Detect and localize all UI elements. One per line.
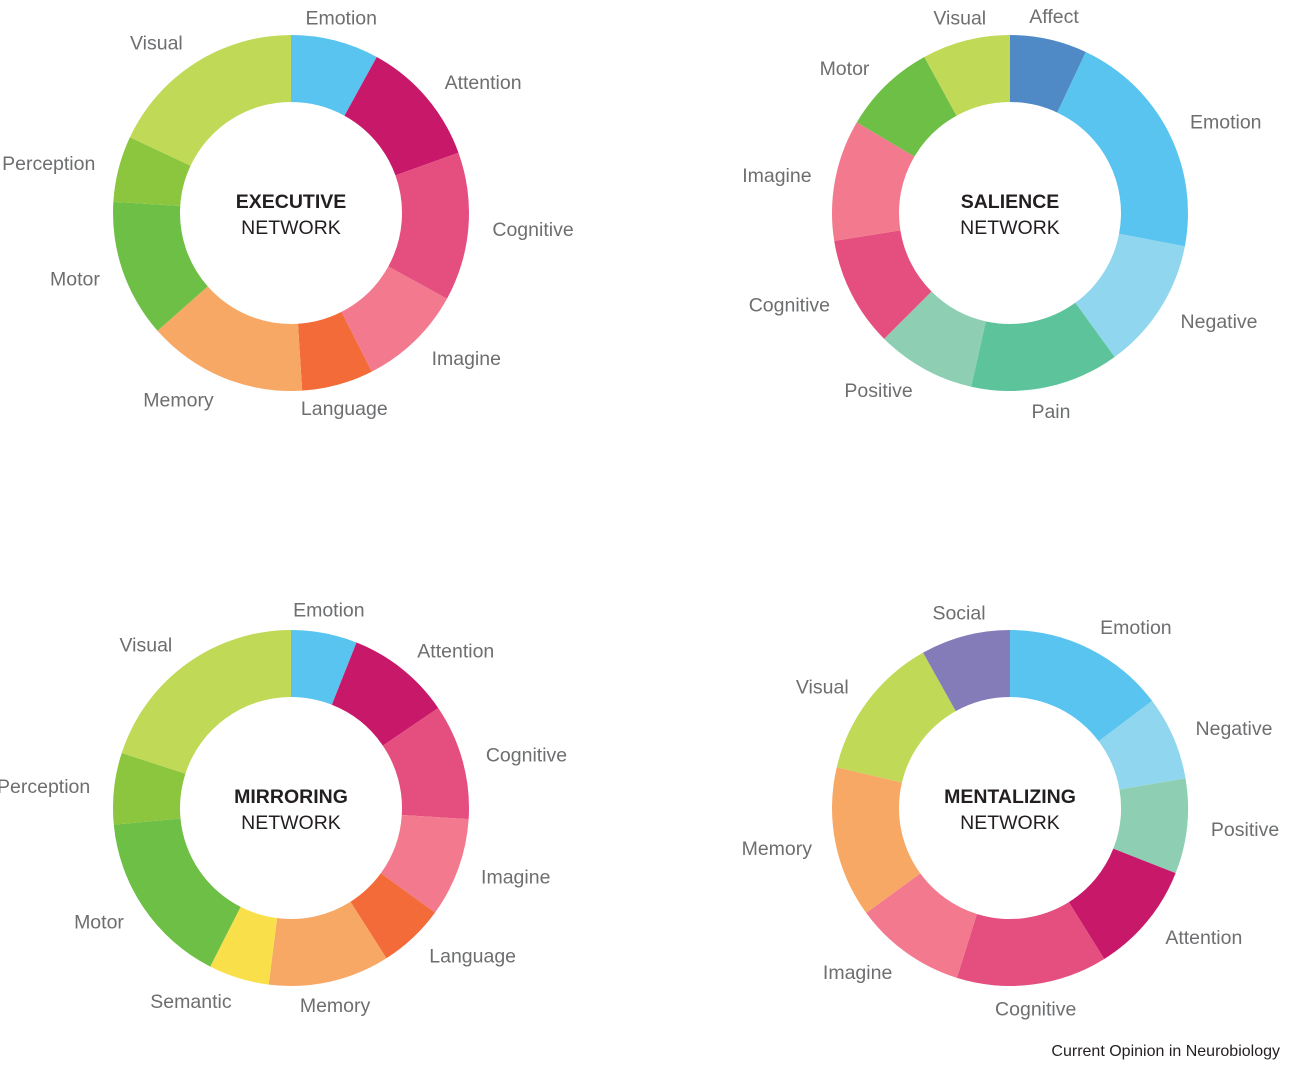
slice-label-negative: Negative — [1196, 718, 1273, 740]
chart-title-bold: MIRRORING — [234, 786, 348, 808]
slice-label-affect: Affect — [1029, 6, 1079, 28]
slice-label-attention: Attention — [1165, 927, 1242, 949]
slice-label-semantic: Semantic — [150, 991, 232, 1013]
slice-label-cognitive: Cognitive — [749, 295, 830, 317]
slice-attention — [1068, 848, 1176, 959]
slice-language — [350, 873, 436, 959]
slice-negative — [1075, 233, 1185, 358]
executive-network-donut: Emotion Attention Cognitive Imagine Language… — [2, 7, 574, 419]
slice-label-emotion: Emotion — [293, 600, 365, 622]
slice-imagine — [380, 814, 469, 913]
salience-network-donut: Affect Emotion Negative Pain Positive Cogniti… — [742, 6, 1261, 423]
slice-memory — [268, 901, 387, 986]
slice-cognitive — [388, 152, 469, 299]
slice-label-cognitive: Cognitive — [492, 219, 573, 241]
slice-label-motor: Motor — [74, 912, 124, 934]
slice-label-memory: Memory — [742, 838, 813, 860]
slice-label-memory: Memory — [300, 995, 371, 1017]
slice-label-attention: Attention — [417, 640, 494, 662]
slice-cognitive — [956, 902, 1105, 986]
slice-label-pain: Pain — [1031, 401, 1070, 423]
slice-label-perception: Perception — [0, 776, 90, 798]
chart-title-bold: MENTALIZING — [944, 786, 1076, 808]
slice-label-perception: Perception — [2, 153, 95, 175]
slice-label-imagine: Imagine — [823, 962, 892, 984]
slice-memory — [157, 286, 303, 391]
chart-title-regular: NETWORK — [241, 217, 341, 239]
slice-perception — [113, 752, 186, 825]
slice-motor — [113, 201, 208, 331]
slice-imagine — [866, 873, 977, 978]
slice-cognitive — [834, 230, 932, 339]
slice-label-visual: Visual — [130, 32, 183, 54]
slice-label-imagine: Imagine — [432, 348, 501, 370]
slice-label-memory: Memory — [143, 390, 214, 412]
slice-emotion — [1010, 630, 1153, 742]
slice-label-cognitive: Cognitive — [995, 998, 1076, 1020]
slice-label-visual: Visual — [120, 635, 173, 657]
slice-label-language: Language — [301, 398, 388, 420]
slice-label-negative: Negative — [1181, 311, 1258, 333]
slice-visual — [924, 35, 1010, 116]
chart-title-regular: NETWORK — [960, 812, 1060, 834]
slice-emotion — [1057, 51, 1188, 247]
chart-title-regular: NETWORK — [960, 217, 1060, 239]
slice-label-attention: Attention — [445, 72, 522, 94]
slice-cognitive — [382, 707, 469, 820]
slice-label-imagine: Imagine — [481, 866, 550, 888]
slice-emotion — [291, 630, 357, 705]
source-credit: Current Opinion in Neurobiology — [1051, 1043, 1280, 1060]
slice-label-emotion: Emotion — [1190, 111, 1262, 133]
slice-motor — [856, 57, 957, 157]
chart-title-bold: SALIENCE — [961, 191, 1060, 213]
slice-pain — [971, 302, 1115, 391]
mirroring-network-donut: Emotion Attention Cognitive Imagine Language… — [0, 600, 567, 1018]
slice-visual — [129, 35, 291, 166]
slice-affect — [1010, 35, 1086, 113]
chart-title-bold: EXECUTIVE — [236, 191, 347, 213]
slice-positive — [884, 291, 986, 387]
slice-visual — [121, 630, 291, 774]
slice-imagine — [832, 122, 915, 241]
slice-negative — [1098, 700, 1186, 790]
slice-attention — [331, 642, 439, 746]
slice-language — [297, 311, 372, 391]
mentalizing-network-donut: Emotion Negative Positive Attention Cognitiv… — [742, 603, 1280, 1021]
slice-label-emotion: Emotion — [305, 7, 377, 29]
slice-label-visual: Visual — [796, 676, 849, 698]
slice-emotion — [291, 35, 377, 116]
slice-positive — [1113, 778, 1189, 874]
slice-perception — [113, 137, 191, 207]
slice-label-visual: Visual — [933, 7, 986, 29]
slice-label-cognitive: Cognitive — [486, 745, 567, 767]
slice-social — [923, 630, 1010, 712]
slice-label-positive: Positive — [1211, 819, 1279, 841]
slice-label-imagine: Imagine — [742, 165, 811, 187]
chart-title-regular: NETWORK — [241, 812, 341, 834]
slice-motor — [113, 818, 241, 967]
slice-label-positive: Positive — [844, 380, 912, 402]
slice-label-social: Social — [932, 603, 985, 625]
slice-imagine — [341, 266, 447, 372]
slice-attention — [344, 57, 459, 176]
slice-label-language: Language — [429, 945, 516, 967]
slice-label-motor: Motor — [820, 58, 870, 80]
slice-visual — [836, 652, 956, 783]
slice-label-emotion: Emotion — [1100, 617, 1172, 639]
slice-label-motor: Motor — [50, 268, 100, 290]
slice-memory — [832, 767, 921, 913]
slice-semantic — [210, 906, 278, 985]
